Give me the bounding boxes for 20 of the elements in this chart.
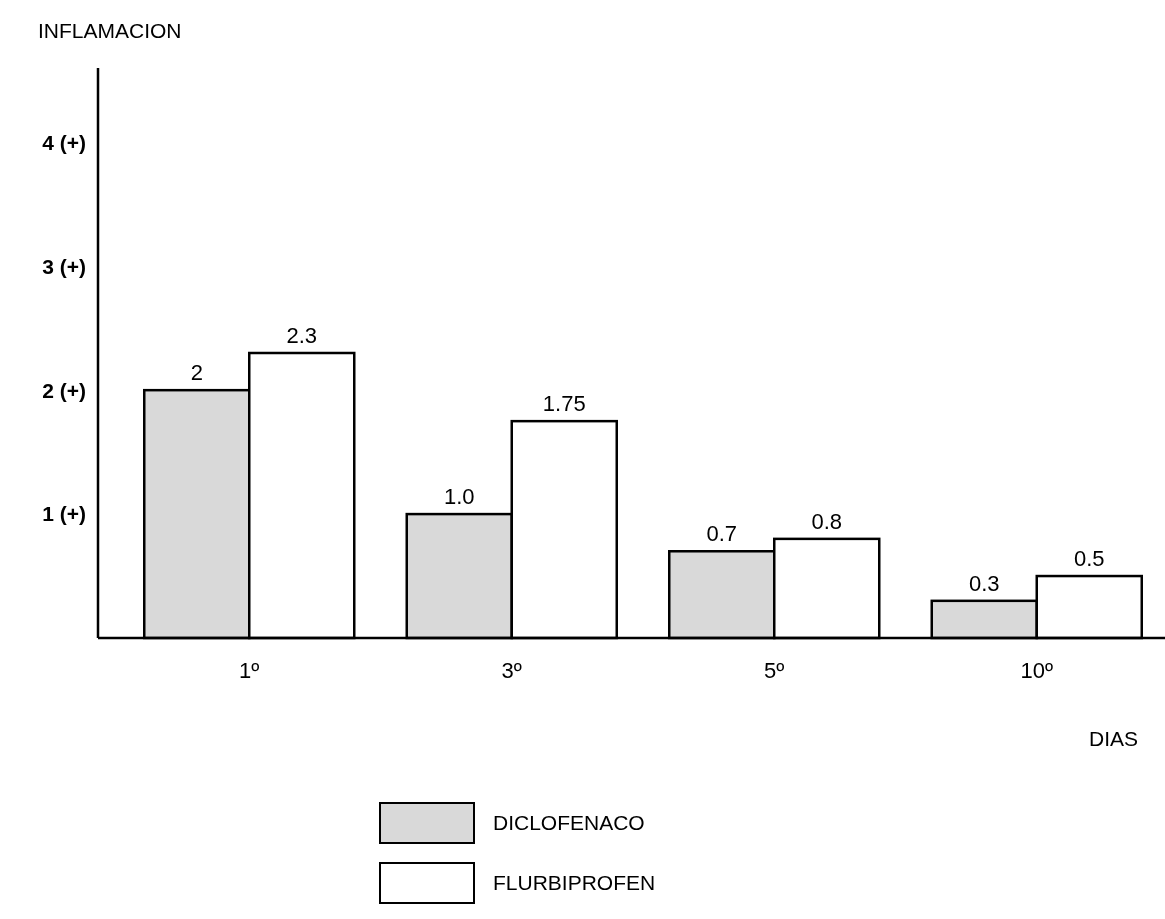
y-tick-label: 4 (+) <box>42 130 86 154</box>
x-tick-label: 5º <box>764 658 785 683</box>
y-axis-title: INFLAMACION <box>38 19 182 42</box>
data-label: 2 <box>190 360 203 386</box>
data-label: 0.7 <box>706 521 738 547</box>
data-label: 0.8 <box>811 508 843 534</box>
x-tick-label: 1º <box>239 658 260 683</box>
y-tick-label: 3 (+) <box>42 254 86 278</box>
legend-label: FLURBIPROFEN <box>493 871 656 895</box>
y-tick-label: 1 (+) <box>42 502 86 526</box>
legend-label: DICLOFENACO <box>493 811 645 835</box>
x-tick-label: 3º <box>501 658 522 683</box>
data-label: 1.0 <box>443 484 475 510</box>
x-tick-label: 10º <box>1020 658 1054 683</box>
data-label: 0.3 <box>968 570 1000 596</box>
data-label: 2.3 <box>286 323 318 348</box>
data-label: 0.5 <box>1073 546 1105 572</box>
data-label: 1.75 <box>542 391 586 417</box>
x-axis-title: DIAS <box>1088 727 1138 750</box>
y-tick-label: 2 (+) <box>42 378 86 402</box>
